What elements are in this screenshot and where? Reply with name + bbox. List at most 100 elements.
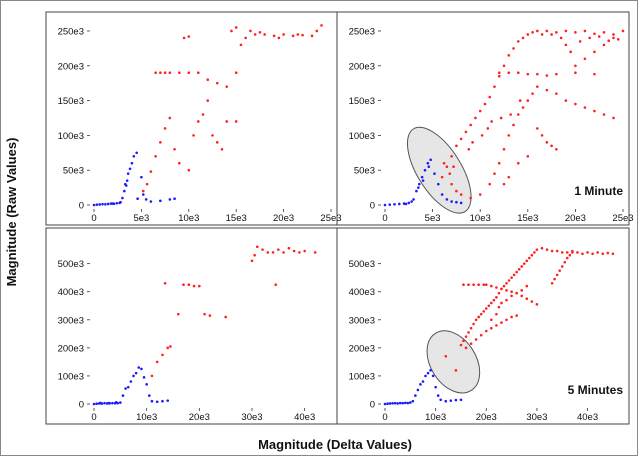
y-tick-label: 400e3 [58, 287, 84, 298]
data-point-blue [166, 399, 170, 402]
data-point-blue [132, 154, 136, 158]
data-point-red [574, 64, 577, 68]
x-tick-label: 40e3 [577, 412, 598, 423]
data-point-blue [95, 402, 98, 406]
data-point-red [555, 249, 559, 253]
data-point-red [505, 281, 508, 285]
data-point-red [482, 310, 486, 313]
x-tick-label: 0 [91, 412, 96, 423]
data-point-red [507, 279, 511, 282]
data-point-red [591, 252, 594, 256]
data-point-red [495, 296, 498, 299]
data-point-red [459, 193, 463, 196]
chart-panel-top-right: 0 5e3 10e3 15e3 20e3 25e3 0 50e3 100e3 150e3 200e3… [336, 11, 634, 226]
data-point-red [545, 248, 549, 251]
y-tick-label: 300e3 [58, 315, 84, 326]
x-tick-label: 10e3 [136, 412, 157, 423]
data-point-red [472, 283, 475, 287]
data-point-red [141, 189, 145, 193]
data-point-red [234, 71, 238, 75]
data-point-red [616, 38, 620, 41]
data-point-blue [401, 401, 405, 405]
panel-annotation: 1 Minute [574, 184, 623, 198]
data-point-red [478, 193, 482, 196]
data-point-red [545, 88, 549, 92]
data-point-red [168, 116, 172, 120]
data-point-red [602, 31, 606, 34]
data-point-red [310, 34, 314, 38]
data-point-red [484, 329, 488, 333]
x-tick-label: 25e3 [612, 213, 633, 224]
data-point-red [545, 141, 549, 144]
data-point-blue [123, 182, 127, 186]
data-point-blue [398, 401, 402, 405]
data-point-red [510, 276, 513, 279]
data-point-red [509, 113, 512, 116]
data-point-blue [415, 189, 418, 193]
data-point-red [225, 85, 229, 88]
data-point-red [612, 36, 615, 40]
y-tick-label: 100e3 [58, 371, 84, 382]
data-point-red [301, 33, 304, 37]
data-point-red [450, 182, 453, 186]
data-point-blue [173, 197, 176, 201]
chart-panel-bottom-left: 0 10e3 20e3 30e3 40e3 0 100e3 200e3 300e3 400e3 50… [45, 227, 338, 425]
data-point-red [574, 71, 577, 75]
data-point-red [182, 36, 186, 40]
data-point-red [479, 333, 483, 337]
data-point-red [596, 251, 599, 254]
data-point-red [234, 26, 238, 29]
x-tick-label: 30e3 [526, 412, 547, 423]
data-point-red [612, 33, 615, 36]
data-point-blue [98, 203, 101, 206]
data-point-red [502, 148, 506, 151]
data-point-red [187, 71, 191, 75]
data-point-red [482, 283, 486, 287]
data-point-blue [119, 401, 122, 404]
data-point-red [469, 196, 472, 200]
data-point-red [455, 144, 458, 148]
data-point-blue [410, 200, 413, 203]
data-point-red [574, 31, 577, 34]
data-point-blue [123, 189, 126, 193]
data-point-red [464, 346, 468, 350]
data-point-red [533, 251, 536, 254]
data-point-red [313, 251, 317, 254]
data-point-red [555, 72, 558, 76]
data-point-red [459, 343, 463, 347]
chart-panel-bottom-right: 0 10e3 20e3 30e3 40e3 0 100e3 200e3 300e3 400e3 50… [336, 227, 630, 425]
data-point-red [224, 315, 227, 319]
data-point-red [526, 154, 530, 158]
x-tick-label: 25e3 [320, 213, 341, 224]
data-point-red [296, 33, 300, 36]
data-point-red [469, 342, 473, 345]
data-point-red [499, 116, 503, 120]
data-point-blue [126, 385, 130, 389]
data-point-red [258, 31, 262, 34]
data-point-red [536, 72, 539, 76]
x-tick-label: 10e3 [425, 412, 446, 423]
data-point-blue [109, 202, 113, 205]
data-point-red [500, 287, 503, 291]
data-point-red [159, 71, 162, 75]
data-point-blue [421, 380, 425, 383]
data-point-red [505, 289, 508, 292]
data-point-red [530, 300, 534, 303]
data-point-blue [132, 374, 135, 378]
data-point-blue [124, 387, 127, 390]
data-point-blue [433, 172, 436, 175]
data-point-red [452, 165, 455, 169]
data-point-red [487, 304, 491, 308]
y-tick-label: 300e3 [349, 315, 375, 326]
data-point-red [492, 298, 496, 302]
highlight-ellipse [406, 126, 472, 214]
data-point-red [474, 318, 478, 322]
data-point-red [145, 182, 149, 186]
data-point-red [477, 283, 480, 287]
data-point-red [497, 291, 501, 295]
data-point-red [606, 251, 610, 255]
data-point-red [540, 246, 544, 250]
data-point-blue [383, 203, 387, 207]
data-point-red [263, 33, 266, 36]
data-point-blue [130, 161, 134, 165]
